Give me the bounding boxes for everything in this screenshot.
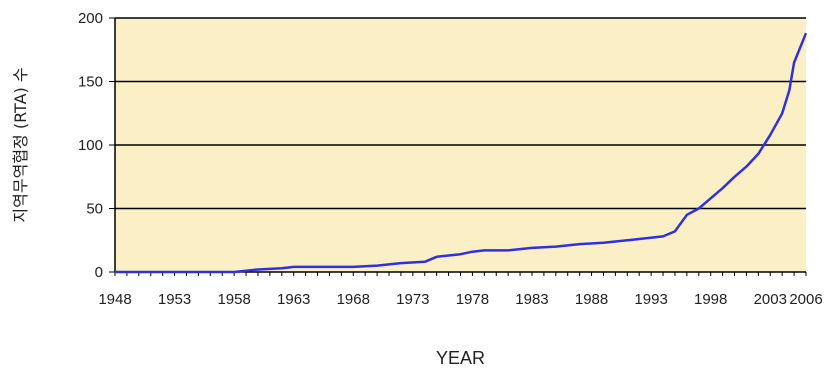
x-tick-label: 1948 — [98, 291, 131, 308]
x-axis-title: YEAR — [436, 348, 485, 368]
x-axis-ticks: 1948 1953 1958 1963 1968 1973 1978 1983 1988 1993… — [98, 272, 823, 308]
x-tick-label: 1993 — [634, 291, 667, 308]
x-tick-label: 1988 — [575, 291, 608, 308]
x-tick-label: 1963 — [277, 291, 310, 308]
x-tick-label: 1958 — [217, 291, 250, 308]
y-axis-title: 지역무역협정 (RTA) 수 — [11, 67, 30, 222]
gridlines — [115, 17, 806, 210]
y-tick-label: 100 — [78, 137, 103, 154]
x-tick-label: 2003 — [754, 291, 787, 308]
x-tick-label: 1998 — [694, 291, 727, 308]
x-tick-label: 1973 — [396, 291, 429, 308]
x-tick-label: 1953 — [158, 291, 191, 308]
y-axis-ticks: 0 50 100 150 200 — [78, 10, 115, 281]
x-tick-label: 1968 — [337, 291, 370, 308]
x-tick-label: 1983 — [515, 291, 548, 308]
y-tick-label: 200 — [78, 10, 103, 27]
x-tick-label: 1978 — [456, 291, 489, 308]
x-tick-label: 2006 — [789, 291, 822, 308]
series-line — [115, 32, 808, 274]
y-tick-label: 50 — [86, 201, 103, 218]
y-tick-label: 150 — [78, 74, 103, 91]
y-tick-label: 0 — [95, 264, 103, 281]
